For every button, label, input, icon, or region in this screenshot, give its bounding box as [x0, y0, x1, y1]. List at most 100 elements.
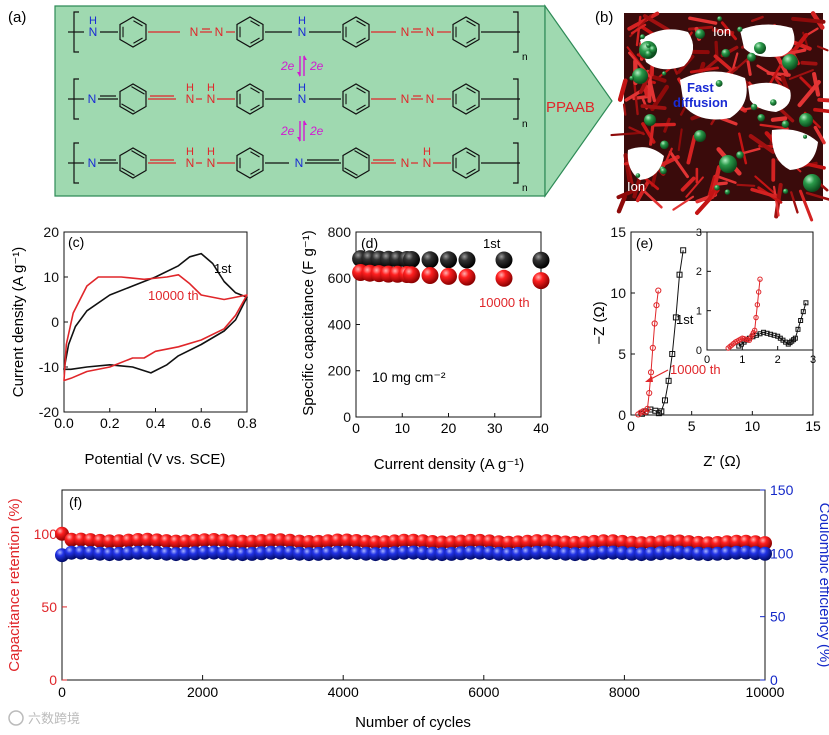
ion-label: Ion	[713, 24, 731, 39]
data-point	[672, 314, 679, 321]
atom-label: H	[298, 15, 306, 27]
fiber	[759, 123, 789, 130]
data-point	[653, 302, 660, 309]
y2-tick-label: 150	[770, 482, 794, 498]
data-point	[655, 287, 662, 294]
redox-arrow-head	[304, 120, 307, 125]
fiber	[788, 69, 814, 80]
mass-loading-annotation: 10 mg cm⁻²	[372, 369, 446, 385]
atom-label: N	[186, 156, 195, 170]
x-tick-label: 10000	[746, 684, 785, 700]
legend-10000th: 10000 th	[670, 362, 721, 377]
y-tick-label: 20	[43, 224, 59, 240]
atom-label: H	[207, 82, 215, 94]
ion-sphere	[737, 26, 743, 32]
redox-arrow-head	[297, 137, 300, 142]
fiber	[805, 191, 829, 201]
x-tick-label: 0.0	[54, 415, 74, 431]
data-point	[532, 251, 550, 269]
y2-tick-label: 0	[770, 672, 778, 688]
fiber	[635, 180, 650, 203]
fiber	[610, 131, 645, 137]
fast-diffusion-label: Fast	[687, 80, 714, 95]
y-tick-label: 800	[328, 224, 352, 240]
y-tick-label: -10	[39, 359, 59, 375]
atom-label: N	[298, 25, 307, 39]
fiber	[616, 194, 627, 214]
ion-sphere	[757, 114, 765, 122]
pointer-arrow-head	[645, 376, 653, 382]
data-point	[752, 327, 758, 334]
ion-sphere	[782, 188, 789, 194]
benzene-ring	[119, 83, 147, 115]
y2-tick-label: 100	[770, 545, 794, 561]
data-point	[680, 247, 687, 254]
panel-f-ylabel-right: Coulombic efficiency (%)	[816, 503, 829, 668]
panel-c-label: (c)	[68, 234, 84, 250]
fiber	[746, 59, 752, 76]
ion-sphere	[799, 113, 813, 127]
double-bond	[354, 150, 368, 159]
y-tick-label: 1	[696, 306, 702, 318]
fiber	[748, 134, 776, 154]
panel-f-ylabel-left: Capacitance retention (%)	[6, 498, 23, 671]
fiber	[642, 175, 660, 191]
data-point	[458, 251, 476, 269]
fiber	[622, 103, 627, 116]
fiber	[813, 107, 829, 114]
x-tick-label: 4000	[328, 684, 359, 700]
benzene-ring	[236, 16, 264, 48]
fiber	[817, 97, 829, 103]
fiber	[626, 159, 635, 187]
benzene-ring	[342, 83, 370, 115]
y-tick-label: 100	[34, 526, 58, 542]
double-bond	[466, 151, 476, 158]
data-point	[798, 318, 804, 323]
panel-f-points	[55, 526, 772, 563]
ion-sphere	[781, 120, 790, 128]
y-tick-label: 5	[618, 346, 626, 362]
atom-label: N	[426, 25, 435, 39]
panel-f-frame	[61, 489, 766, 681]
redox-arrow-head	[297, 72, 300, 77]
double-bond	[466, 37, 476, 44]
atom-label: H	[186, 146, 194, 158]
atom-label: N	[88, 156, 97, 170]
benzene-ring	[342, 16, 370, 48]
atom-label: H	[186, 82, 194, 94]
benzene-ring	[342, 147, 370, 179]
fiber	[663, 147, 673, 168]
electron-label: 2e	[280, 124, 295, 138]
ion-sphere	[724, 189, 731, 195]
data-point	[803, 300, 809, 306]
double-bond	[466, 20, 476, 27]
fiber	[798, 189, 814, 222]
data-point	[421, 251, 439, 269]
fiber	[719, 116, 738, 126]
ion-sphere	[717, 16, 723, 22]
fiber	[627, 11, 660, 31]
repeat-unit: n	[522, 52, 528, 63]
data-point	[421, 267, 439, 284]
double-bond	[250, 168, 260, 175]
ion-sphere	[649, 45, 658, 54]
x-tick-label: 0	[627, 418, 635, 434]
pore	[640, 29, 694, 70]
double-bond	[133, 20, 143, 27]
pore	[771, 129, 818, 170]
y-tick-label: 15	[610, 224, 626, 240]
y-tick-label: 0	[618, 407, 626, 423]
panel-f-xlabel: Number of cycles	[355, 714, 471, 731]
atom-label: N	[207, 156, 216, 170]
data-point	[753, 314, 759, 321]
fiber	[642, 14, 670, 32]
ion-sphere	[660, 140, 669, 150]
atom-label: N	[401, 92, 410, 106]
atom-label: N	[190, 25, 199, 39]
x-tick-label: 10	[394, 420, 410, 436]
panel-e-inset-axes: 0 1 2 3 0 1 2 3	[696, 227, 816, 366]
polymer-name: PPAAB	[546, 99, 595, 116]
panel-d-label: (d)	[361, 235, 378, 251]
panel-e-xlabel: Z' (Ω)	[703, 453, 740, 470]
